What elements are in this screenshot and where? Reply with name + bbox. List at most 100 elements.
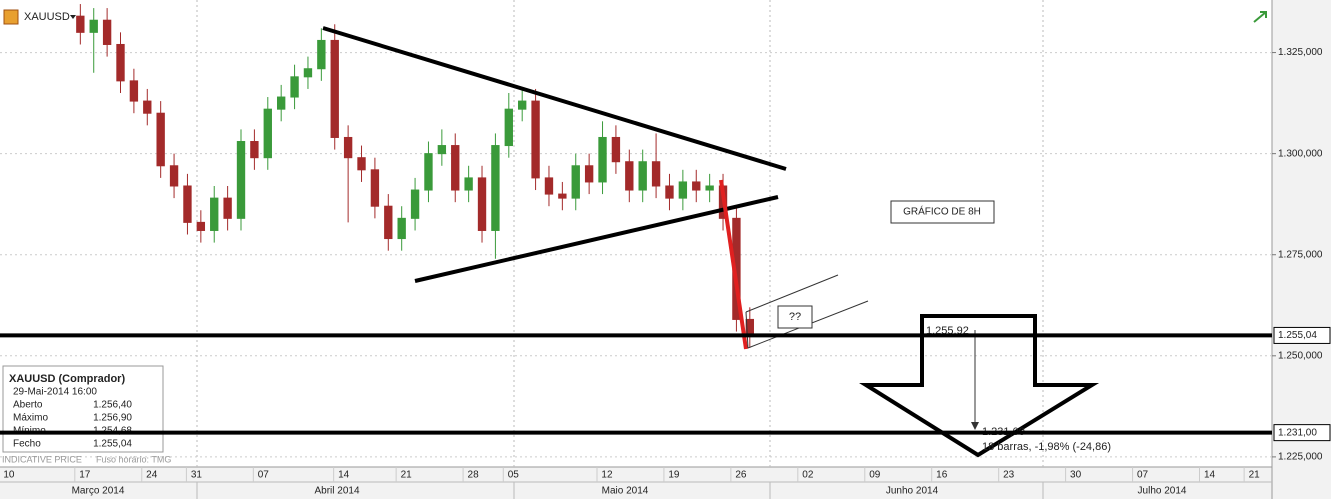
candle-body: [384, 205, 393, 240]
x-tick-label: 19: [668, 470, 680, 481]
y-tick-label: 1.225,000: [1278, 452, 1323, 463]
x-tick-label: 21: [401, 470, 413, 481]
x-tick-label: 05: [508, 470, 520, 481]
candle-body: [290, 76, 299, 98]
x-axis-panel: [0, 467, 1272, 499]
info-value: 1.256,90: [93, 413, 132, 424]
candle-body: [330, 39, 339, 138]
candle-body: [584, 165, 594, 183]
candle-body: [638, 161, 647, 191]
x-tick-label: 14: [338, 470, 350, 481]
month-label: Abril 2014: [314, 486, 359, 497]
trendline-red: [719, 179, 748, 350]
candle-body: [558, 193, 567, 199]
y-tick-label: 1.325,000: [1278, 47, 1323, 58]
candle-body: [692, 181, 701, 191]
candle-body: [437, 145, 447, 155]
info-value: 1.255,04: [93, 439, 132, 450]
y-axis-panel: [1272, 0, 1331, 499]
candle-body: [651, 161, 661, 187]
candle-body: [276, 96, 286, 110]
x-tick-label: 14: [1204, 470, 1216, 481]
x-tick-label: 21: [1249, 470, 1261, 481]
candle-body: [705, 185, 714, 191]
x-tick-label: 12: [601, 470, 613, 481]
note-text: ??: [789, 311, 801, 323]
candle-body: [464, 177, 473, 191]
y-tick-label: 1.250,000: [1278, 350, 1323, 361]
month-label: Março 2014: [72, 486, 125, 497]
x-tick-label: 24: [146, 470, 158, 481]
info-box: [2, 365, 164, 453]
candle-body: [370, 169, 380, 207]
candle-body: [317, 39, 326, 70]
x-tick-label: 09: [869, 470, 881, 481]
x-tick-label: 26: [735, 470, 747, 481]
candle-body: [169, 165, 179, 187]
candle-body: [625, 161, 634, 191]
month-label: Junho 2014: [886, 486, 939, 497]
x-tick-label: 10: [3, 470, 15, 481]
measure-text: 18 barras, -1,98% (-24,86): [982, 441, 1111, 453]
info-value: 1.256,40: [93, 400, 132, 411]
footer-text: INDICATIVE PRICE: [2, 454, 82, 464]
info-key: Máximo: [13, 413, 48, 424]
channel-line: [745, 311, 749, 349]
price-tag-label: 1.231,00: [1278, 427, 1317, 438]
trend-icon[interactable]: [1253, 11, 1267, 23]
month-label: Julho 2014: [1138, 486, 1187, 497]
channel-line: [745, 274, 839, 313]
candle-body: [477, 177, 487, 231]
x-tick-label: 17: [79, 470, 91, 481]
candle-body: [196, 221, 206, 231]
candle-body: [129, 80, 139, 102]
candle-body: [143, 100, 152, 114]
candle-body: [89, 19, 98, 33]
x-tick-label: 23: [1003, 470, 1015, 481]
candle-body: [531, 100, 540, 179]
month-label: Maio 2014: [602, 486, 649, 497]
candle-body: [424, 153, 433, 191]
symbol-icon[interactable]: [3, 9, 19, 25]
y-tick-label: 1.300,000: [1278, 148, 1323, 159]
x-tick-label: 07: [1137, 470, 1149, 481]
x-tick-label: 30: [1070, 470, 1082, 481]
down-arrow: [859, 314, 1100, 458]
trendline: [322, 26, 787, 171]
candle-body: [357, 157, 366, 171]
candle-body: [611, 136, 621, 163]
price-tag: [1273, 326, 1331, 344]
candle-body: [116, 43, 125, 82]
candle-body: [678, 181, 688, 199]
candle-body: [504, 108, 513, 147]
symbol-title[interactable]: XAUUSD: [24, 11, 70, 23]
trendline: [414, 195, 779, 283]
candle-body: [343, 136, 353, 159]
info-key: Fecho: [13, 439, 41, 450]
candle-body: [665, 185, 674, 199]
candle-body: [544, 177, 554, 195]
measure-arrowhead: [971, 422, 979, 430]
info-title: XAUUSD (Comprador): [9, 373, 125, 385]
price-tag: [1273, 424, 1331, 442]
dropdown-caret[interactable]: [70, 15, 76, 19]
x-tick-label: 02: [802, 470, 814, 481]
price-tag-label: 1.255,04: [1278, 330, 1317, 341]
candle-body: [518, 100, 527, 110]
candle-body: [410, 189, 420, 219]
x-tick-label: 07: [258, 470, 270, 481]
candle-body: [571, 165, 580, 199]
month-ticks: [196, 482, 1044, 499]
candle-body: [491, 145, 500, 231]
x-tick-label: 28: [468, 470, 480, 481]
candle-body: [236, 141, 246, 219]
candle-body: [598, 136, 607, 183]
candle-body: [303, 68, 313, 78]
candle-body: [451, 145, 460, 191]
x-tick-label: 16: [936, 470, 948, 481]
candle-body: [223, 197, 232, 219]
x-tick-label: 31: [191, 470, 203, 481]
y-tick-label: 1.275,000: [1278, 249, 1323, 260]
